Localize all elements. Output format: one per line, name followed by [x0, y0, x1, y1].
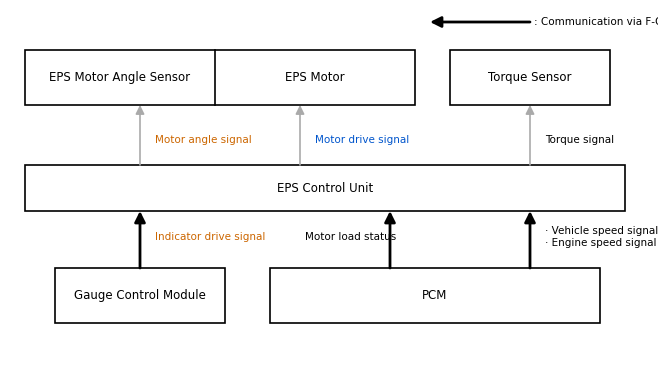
Text: EPS Control Unit: EPS Control Unit [277, 181, 373, 195]
Bar [270, 268, 600, 323]
Text: EPS Motor: EPS Motor [285, 71, 345, 84]
Bar [55, 268, 225, 323]
Text: PCM: PCM [422, 289, 447, 302]
Text: : Communication via F-CAN: : Communication via F-CAN [534, 17, 658, 27]
Text: Motor drive signal: Motor drive signal [315, 135, 409, 145]
Text: Gauge Control Module: Gauge Control Module [74, 289, 206, 302]
Bar [450, 50, 610, 105]
Text: Motor angle signal: Motor angle signal [155, 135, 252, 145]
Bar [25, 165, 625, 211]
Text: Indicator drive signal: Indicator drive signal [155, 232, 265, 242]
Text: EPS Motor Angle Sensor: EPS Motor Angle Sensor [49, 71, 191, 84]
Text: Torque Sensor: Torque Sensor [488, 71, 572, 84]
Text: Motor load status: Motor load status [305, 232, 396, 242]
Text: Torque signal: Torque signal [545, 135, 614, 145]
Bar [25, 50, 415, 105]
Text: · Vehicle speed signal
· Engine speed signal: · Vehicle speed signal · Engine speed si… [545, 226, 658, 248]
